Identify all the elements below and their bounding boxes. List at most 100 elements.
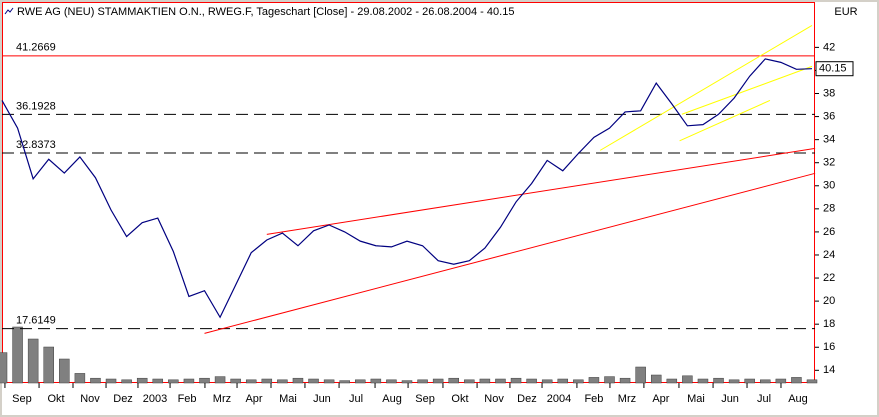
y-tick-label: 38 [823, 87, 835, 99]
x-tick-label: Nov [484, 393, 504, 405]
volume-bar [588, 377, 600, 384]
trendline [204, 172, 816, 334]
y-tick-label: 32 [823, 157, 835, 169]
x-axis-area [2, 383, 877, 415]
volume-bar [682, 375, 693, 384]
x-tick-label: Mai [687, 393, 705, 405]
volume-bar [214, 376, 226, 384]
volume-bar [370, 378, 382, 384]
plot-area [2, 22, 815, 383]
x-tick-label: Okt [451, 393, 468, 405]
volume-bar [401, 380, 413, 384]
volume-bar [744, 378, 755, 384]
y-tick-label: 42 [823, 41, 835, 53]
x-tick-label: 2004 [547, 393, 571, 405]
x-tick-label: Jun [721, 393, 739, 405]
volume-bar [604, 376, 615, 384]
volume-bar [541, 379, 553, 384]
volume-bar [152, 378, 164, 384]
volume-bar [713, 377, 724, 384]
x-tick-label: Apr [245, 393, 262, 405]
x-tick-label: 2003 [143, 393, 167, 405]
y-tick-label: 26 [823, 226, 835, 238]
trendline [681, 65, 813, 115]
volume-bar [199, 377, 210, 384]
x-tick-label: Mrz [213, 393, 231, 405]
volume-bar [105, 378, 117, 384]
volume-bar [12, 326, 23, 384]
x-tick-label: Mai [279, 393, 297, 405]
horizontal-line-label: 41.2669 [16, 42, 56, 54]
volume-bar [526, 378, 537, 384]
volume-bar [666, 378, 678, 384]
volume-bar [339, 380, 350, 384]
volume-bar [495, 378, 506, 384]
horizontal-line-label: 17.6149 [16, 315, 56, 327]
x-tick-label: Mrz [618, 393, 636, 405]
volume-bar [355, 379, 366, 384]
x-tick-label: Jul [349, 393, 363, 405]
volume-bar [90, 377, 101, 384]
volume-bar [292, 377, 304, 384]
volume-bar [573, 379, 584, 384]
x-tick-label: Dez [113, 393, 133, 405]
y-tick-label: 14 [823, 364, 835, 376]
volume-bar [697, 378, 709, 384]
currency-label: EUR [834, 6, 857, 18]
price-line [1, 58, 813, 319]
volume-bar [650, 374, 662, 384]
volume-bar [168, 379, 179, 384]
volume-bar [230, 378, 241, 384]
volume-bar [417, 379, 428, 384]
title-bar [2, 2, 815, 22]
x-tick-label: Sep [12, 393, 32, 405]
volume-bar [386, 379, 397, 384]
volume-bar [432, 378, 444, 384]
y-tick-label: 34 [823, 134, 835, 146]
y-tick-label: 18 [823, 318, 835, 330]
volume-bar [806, 379, 818, 384]
last-value-box [815, 61, 854, 77]
volume-bar [74, 373, 86, 384]
x-tick-label: Jun [313, 393, 331, 405]
x-tick-label: Sep [415, 393, 435, 405]
horizontal-line-label: 36.1928 [16, 100, 56, 112]
y-tick-label: 22 [823, 272, 835, 284]
volume-bar [277, 379, 288, 384]
y-tick-label: 16 [823, 341, 835, 353]
x-tick-label: Apr [652, 393, 669, 405]
volume-bar [27, 338, 39, 384]
volume-bar [261, 378, 273, 384]
x-tick-label: Dez [517, 393, 537, 405]
volume-bar [121, 379, 132, 384]
volume-bar [183, 378, 195, 384]
trendline [679, 99, 771, 142]
volume-bar [479, 378, 491, 384]
y-tick-label: 28 [823, 203, 835, 215]
trendline [599, 25, 813, 151]
x-tick-label: Jul [757, 393, 771, 405]
volume-bar [791, 377, 802, 384]
volume-bar [635, 366, 646, 384]
volume-bar [619, 377, 631, 384]
x-tick-label: Aug [382, 393, 402, 405]
volume-bar [43, 346, 54, 384]
volume-bar [136, 377, 148, 384]
y-tick-label: 30 [823, 180, 835, 192]
x-tick-label: Okt [47, 393, 64, 405]
volume-bar [448, 377, 459, 384]
y-tick-label: 24 [823, 249, 835, 261]
chart-title: RWE AG (NEU) STAMMAKTIEN O.N., RWEG.F, T… [17, 6, 514, 18]
volume-bar [464, 379, 475, 384]
y-tick-label: 20 [823, 295, 835, 307]
volume-bar [59, 358, 70, 384]
last-value-label: 40.15 [819, 63, 847, 75]
x-tick-label: Nov [80, 393, 100, 405]
horizontal-line-label: 32.8373 [16, 139, 56, 151]
volume-bar [510, 377, 522, 384]
x-tick-label: Feb [178, 393, 197, 405]
volume-bar [760, 379, 771, 384]
x-tick-label: Aug [788, 393, 808, 405]
y-tick-label: 36 [823, 110, 835, 122]
